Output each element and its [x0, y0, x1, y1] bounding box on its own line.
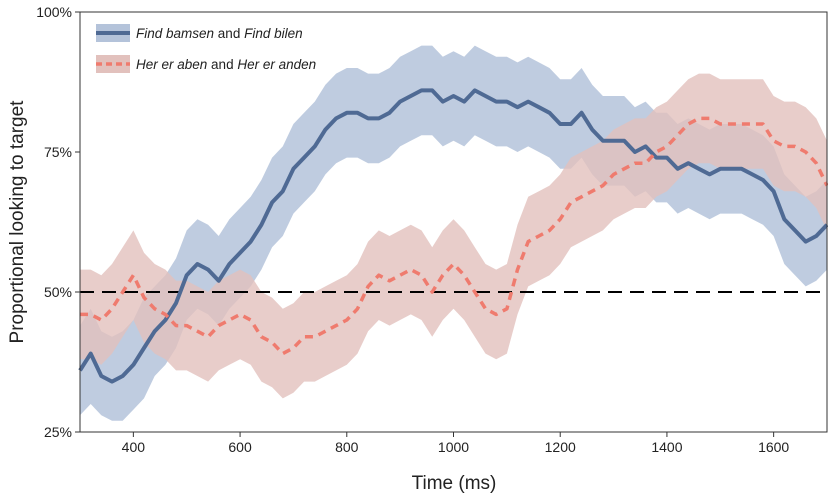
x-tick-label: 1200 [545, 439, 576, 455]
series-2-line [80, 116, 828, 356]
x-tick-label: 400 [122, 439, 146, 455]
series-1-line [78, 88, 828, 384]
x-tick-label: 1600 [758, 439, 789, 455]
y-axis-ticks: 25% 50% 75% 100% [36, 4, 80, 440]
x-axis-ticks: 400 600 800 1000 1200 1400 1600 [122, 432, 789, 455]
y-tick-label: 100% [36, 4, 72, 20]
x-tick-label: 1400 [651, 439, 682, 455]
x-tick-label: 600 [228, 439, 252, 455]
legend: Find bamsen and Find bilen Her er aben an… [96, 24, 316, 73]
y-axis-title: Proportional looking to target [7, 100, 28, 344]
y-tick-label: 75% [44, 144, 72, 160]
confidence-bands [80, 45, 827, 421]
legend-label-series-1: Find bamsen and Find bilen [136, 26, 303, 41]
legend-label-series-2: Her er aben and Her er anden [136, 57, 316, 72]
series-lines [78, 88, 828, 384]
x-tick-label: 1000 [438, 439, 469, 455]
y-tick-label: 25% [44, 424, 72, 440]
x-axis-title: Time (ms) [412, 473, 497, 494]
series-2-confidence-band [80, 73, 827, 399]
y-tick-label: 50% [44, 284, 72, 300]
x-tick-label: 800 [335, 439, 359, 455]
legend-swatch-band [96, 55, 130, 73]
